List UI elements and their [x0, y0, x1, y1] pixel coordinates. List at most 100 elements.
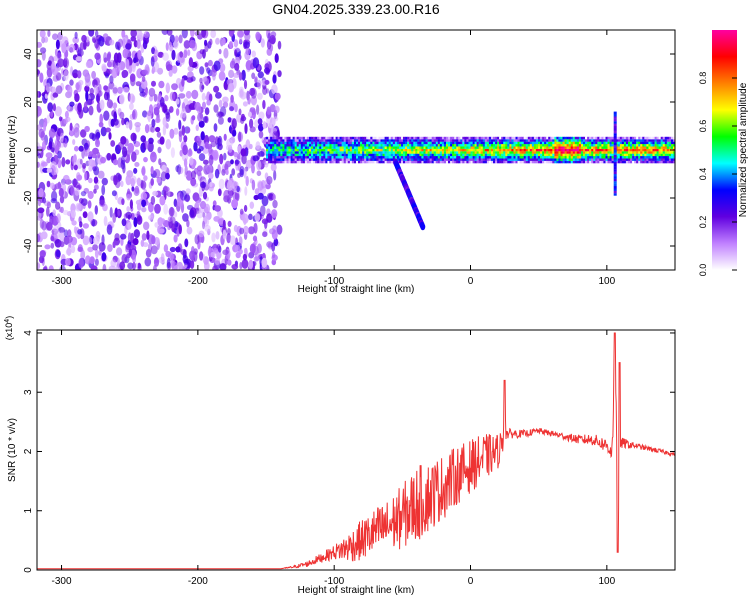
heatmap-cell — [223, 133, 227, 141]
heatmap-cell — [613, 178, 617, 182]
heatmap-cell — [309, 153, 312, 157]
heatmap-cell — [101, 177, 109, 186]
heatmap-cell — [621, 151, 625, 154]
heatmap-cell — [390, 156, 394, 159]
heatmap-cell — [570, 146, 573, 149]
heatmap-cell — [72, 139, 76, 145]
heatmap-cell — [164, 109, 171, 116]
heatmap-cell — [472, 141, 475, 145]
heatmap-cell — [648, 146, 651, 149]
heatmap-cell — [421, 160, 424, 164]
heatmap-cell — [331, 151, 334, 154]
heatmap-cell — [640, 156, 643, 159]
heatmap-cell — [546, 139, 549, 142]
heatmap-cell — [673, 158, 675, 161]
heatmap-cell — [429, 136, 432, 140]
heatmap-cell — [656, 153, 659, 157]
heatmap-cell — [668, 141, 672, 145]
heatmap-cell — [234, 49, 238, 57]
heatmap-cell — [48, 128, 56, 139]
heatmap-cell — [378, 151, 381, 154]
x-tick-label: 0 — [468, 276, 474, 287]
heatmap-cell — [325, 148, 328, 152]
heatmap-cell — [423, 141, 426, 145]
heatmap-cell — [542, 136, 545, 140]
heatmap-cell — [62, 174, 70, 183]
heatmap-cell — [476, 158, 479, 161]
heatmap-cell — [460, 156, 463, 159]
heatmap-cell — [660, 158, 663, 161]
heatmap-cell — [472, 146, 475, 149]
heatmap-cell — [251, 179, 256, 191]
heatmap-cell — [204, 62, 209, 68]
heatmap-cell — [525, 156, 528, 159]
heatmap-cell — [182, 144, 188, 156]
heatmap-cell — [290, 156, 293, 159]
heatmap-cell — [249, 243, 256, 254]
heatmap-cell — [533, 156, 537, 159]
heatmap-cell — [258, 130, 264, 139]
heatmap-cell — [130, 175, 137, 185]
heatmap-cell — [162, 52, 170, 61]
heatmap-cell — [501, 160, 504, 164]
heatmap-cell — [84, 85, 90, 93]
heatmap-cell — [282, 153, 285, 157]
heatmap-cell — [664, 151, 668, 154]
heatmap-cell — [478, 156, 481, 159]
heatmap-cell — [611, 158, 614, 161]
heatmap-cell — [630, 158, 633, 161]
heatmap-cell — [362, 144, 365, 147]
heatmap-cell — [186, 127, 191, 134]
heatmap-cell — [347, 136, 351, 140]
heatmap-cell — [446, 148, 449, 152]
heatmap-cell — [454, 139, 457, 142]
heatmap-cell — [262, 86, 268, 95]
heatmap-cell — [425, 141, 428, 145]
heatmap-cell — [390, 148, 394, 152]
heatmap-cell — [482, 160, 486, 164]
heatmap-cell — [623, 144, 627, 147]
heatmap-cell — [572, 151, 576, 154]
heatmap-cell — [509, 151, 512, 154]
heatmap-cell — [284, 146, 287, 149]
heatmap-cell — [636, 160, 639, 164]
heatmap-cell — [298, 146, 301, 149]
heatmap-cell — [409, 148, 412, 152]
heatmap-cell — [130, 132, 137, 142]
heatmap-cell — [482, 141, 486, 145]
heatmap-cell — [223, 152, 227, 161]
heatmap-cell — [347, 144, 351, 147]
heatmap-cell — [613, 128, 617, 131]
heatmap-cell — [72, 72, 78, 79]
heatmap-cell — [454, 153, 457, 157]
heatmap-cell — [401, 160, 404, 164]
heatmap-cell — [212, 149, 219, 161]
heatmap-cell — [198, 145, 204, 152]
heatmap-cell — [478, 151, 481, 154]
heatmap-cell — [141, 233, 147, 241]
heatmap-cell — [454, 141, 457, 145]
heatmap-cell — [366, 151, 369, 154]
heatmap-cell — [218, 99, 223, 108]
heatmap-cell — [564, 160, 567, 164]
heatmap-cell — [429, 151, 432, 154]
heatmap-cell — [456, 139, 459, 142]
heatmap-cell — [309, 148, 312, 152]
heatmap-cell — [270, 144, 273, 147]
heatmap-cell — [386, 144, 389, 147]
heatmap-cell — [354, 156, 357, 159]
heatmap-cell — [668, 146, 672, 149]
heatmap-cell — [405, 160, 408, 164]
heatmap-cell — [611, 151, 614, 154]
heatmap-cell — [286, 156, 289, 159]
heatmap-cell — [300, 136, 304, 140]
heatmap-cell — [73, 127, 80, 138]
heatmap-cell — [456, 160, 459, 164]
heatmap-cell — [638, 160, 641, 164]
heatmap-cell — [425, 148, 428, 152]
heatmap-cell — [407, 158, 410, 161]
heatmap-cell — [613, 176, 617, 179]
heatmap-cell — [583, 158, 586, 161]
heatmap-cell — [591, 146, 594, 149]
heatmap-cell — [243, 30, 250, 36]
